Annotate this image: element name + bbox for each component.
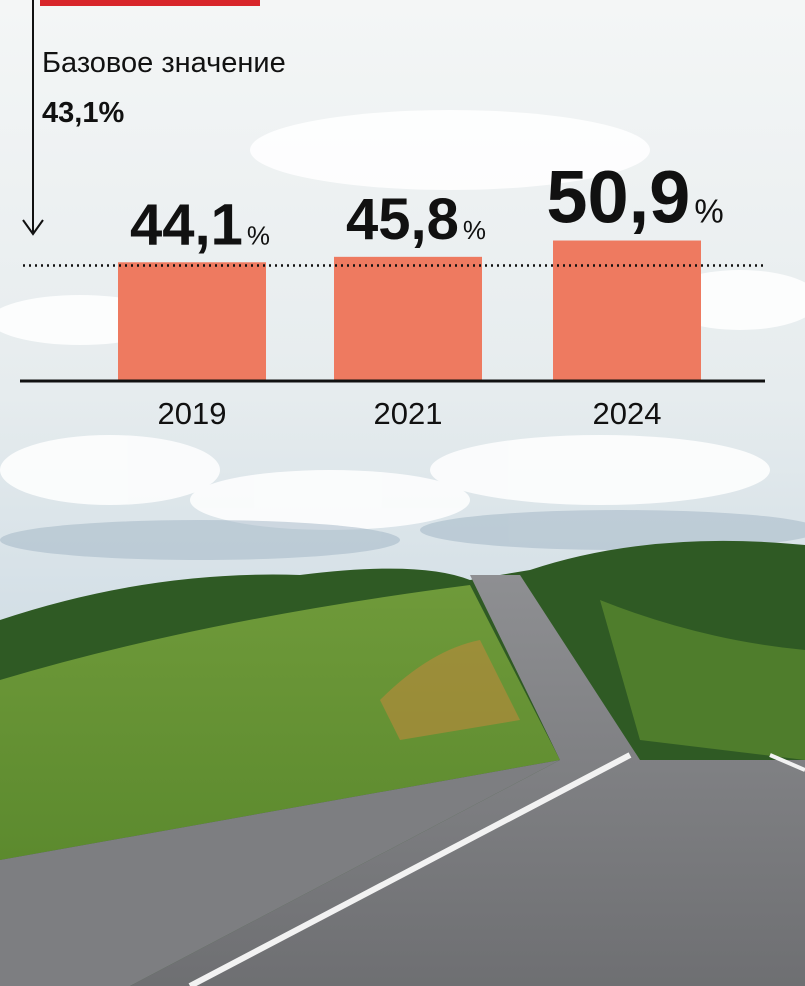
bar	[118, 262, 266, 381]
x-tick-label: 2024	[593, 396, 662, 431]
chart: Базовое значение 43,1% 201944,1%202145,8…	[0, 0, 805, 986]
baseline-value: 43,1%	[42, 97, 124, 129]
top-accent	[40, 0, 260, 6]
page: {"chart_data": {"type": "bar", "baseline…	[0, 0, 805, 986]
x-tick-label: 2019	[158, 396, 227, 431]
bar	[334, 257, 482, 381]
x-tick-label: 2021	[374, 396, 443, 431]
background-photo	[0, 0, 805, 986]
baseline-label: Базовое значение	[42, 47, 286, 79]
bar	[553, 241, 701, 381]
